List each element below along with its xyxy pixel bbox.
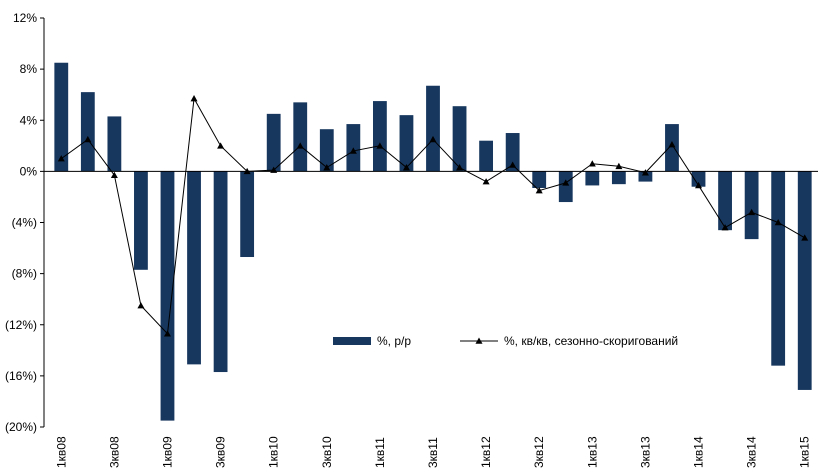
bar: [187, 171, 201, 365]
bar: [797, 171, 812, 390]
x-tick-label: 3кв09: [214, 436, 228, 468]
line-marker: [562, 179, 570, 186]
bar: [718, 171, 732, 231]
bar: [213, 171, 228, 373]
bar: [665, 124, 679, 172]
bar: [107, 116, 122, 172]
line-marker: [721, 224, 729, 231]
legend-swatch: [333, 337, 371, 345]
bar: [532, 171, 547, 188]
line-marker: [774, 219, 782, 226]
y-tick-label: (12%): [5, 318, 37, 332]
legend-marker: [475, 337, 483, 344]
x-tick-label: 3кв14: [745, 436, 759, 468]
line-marker: [509, 161, 517, 168]
line-marker: [376, 142, 384, 149]
y-tick-label: (8%): [12, 267, 37, 281]
line-marker: [243, 167, 251, 175]
x-tick-label: 3кв12: [532, 436, 546, 468]
bar: [399, 115, 414, 172]
line-marker: [84, 135, 92, 143]
bar: [585, 171, 600, 186]
bar: [452, 106, 467, 172]
line-marker: [801, 234, 809, 241]
x-tick-label: 3кв10: [320, 436, 334, 468]
y-tick-label: (16%): [5, 369, 37, 383]
x-tick-label: 1кв10: [267, 436, 281, 468]
bar: [558, 171, 573, 203]
bar: [240, 171, 255, 258]
bar: [266, 113, 281, 172]
bar: [611, 171, 626, 185]
bar: [505, 133, 520, 172]
y-tick-label: 8%: [20, 62, 38, 76]
line-marker: [137, 302, 145, 309]
line-marker: [270, 166, 278, 173]
line-marker: [641, 169, 649, 176]
x-tick-label: 3кв13: [638, 436, 652, 468]
x-tick-label: 1кв09: [160, 436, 174, 468]
line-marker: [402, 164, 410, 171]
bar: [319, 129, 334, 172]
line-marker: [695, 181, 703, 189]
x-tick-label: 1кв11: [373, 437, 387, 468]
line-marker: [163, 330, 171, 337]
x-tick-label: 1кв15: [798, 436, 812, 468]
line-marker: [668, 141, 676, 148]
bar: [479, 140, 494, 172]
line-marker: [588, 160, 596, 167]
line-marker: [217, 142, 225, 149]
line-marker: [535, 187, 543, 194]
x-tick-label: 1кв14: [692, 436, 706, 468]
bar: [426, 85, 440, 172]
line-marker: [429, 135, 437, 143]
bar: [638, 171, 653, 182]
line-marker: [482, 178, 490, 185]
y-tick-label: (20%): [5, 420, 37, 434]
bar: [54, 62, 69, 172]
x-tick-label: 1кв13: [585, 436, 599, 468]
y-tick-label: (4%): [12, 216, 37, 230]
line-marker: [57, 155, 65, 162]
bar: [160, 171, 175, 421]
x-tick-label: 1кв08: [54, 436, 68, 468]
legend-label: %, кв/кв, сезонно-скоригований: [504, 334, 678, 348]
y-tick-label: 12%: [13, 11, 37, 25]
x-tick-label: 3кв08: [107, 436, 121, 468]
bar: [372, 101, 387, 172]
bar: [771, 171, 786, 366]
line-marker: [323, 164, 331, 171]
legend-label: %, р/р: [377, 334, 411, 348]
bar: [134, 171, 148, 270]
line-marker: [296, 142, 304, 149]
line-marker: [615, 162, 623, 170]
x-tick-label: 3кв11: [426, 437, 440, 468]
bar: [744, 171, 759, 240]
line-marker: [349, 147, 357, 154]
line-marker: [190, 95, 198, 102]
bar: [80, 92, 95, 172]
bar: [293, 102, 308, 172]
x-tick-label: 1кв12: [479, 436, 493, 468]
y-tick-label: 4%: [20, 113, 38, 127]
line-marker: [748, 208, 756, 216]
y-tick-label: 0%: [20, 164, 38, 178]
line-marker: [110, 171, 118, 179]
line-marker: [456, 164, 464, 171]
bar: [691, 171, 706, 187]
